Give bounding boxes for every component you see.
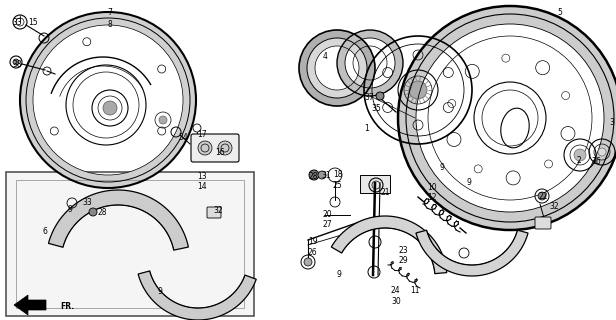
Circle shape — [218, 141, 232, 155]
Text: 38: 38 — [12, 60, 22, 69]
FancyBboxPatch shape — [535, 217, 551, 229]
Circle shape — [318, 171, 326, 179]
Text: 19: 19 — [308, 237, 318, 246]
Text: 9: 9 — [467, 178, 472, 187]
Text: 14: 14 — [197, 182, 206, 191]
Wedge shape — [398, 6, 616, 230]
Text: 9: 9 — [440, 163, 445, 172]
Circle shape — [89, 208, 97, 216]
Text: 28: 28 — [97, 208, 107, 217]
Text: 37: 37 — [364, 93, 374, 102]
Text: 33: 33 — [12, 18, 22, 27]
Text: 28: 28 — [309, 172, 318, 181]
Circle shape — [376, 92, 384, 100]
Text: 3: 3 — [609, 118, 614, 127]
Circle shape — [198, 141, 212, 155]
Text: 11: 11 — [410, 286, 419, 295]
Text: 6: 6 — [42, 227, 47, 236]
Text: 10: 10 — [427, 183, 437, 192]
Circle shape — [304, 258, 312, 266]
Text: 1: 1 — [364, 124, 369, 133]
Text: 24: 24 — [391, 286, 400, 295]
Text: 2: 2 — [577, 156, 582, 165]
Text: 9: 9 — [67, 205, 72, 214]
Circle shape — [103, 101, 117, 115]
Wedge shape — [337, 30, 403, 96]
Text: 32: 32 — [549, 202, 559, 211]
Wedge shape — [20, 12, 196, 188]
Text: 33: 33 — [82, 198, 92, 207]
Circle shape — [159, 116, 167, 124]
Text: 26: 26 — [308, 248, 318, 257]
Polygon shape — [138, 271, 256, 320]
Text: 9: 9 — [337, 270, 342, 279]
FancyBboxPatch shape — [207, 207, 221, 218]
Text: 27: 27 — [323, 220, 333, 229]
Text: FR.: FR. — [60, 302, 74, 311]
Bar — [360, 175, 390, 193]
Wedge shape — [307, 38, 367, 98]
Circle shape — [574, 149, 586, 161]
Text: 15: 15 — [28, 18, 38, 27]
Text: 8: 8 — [107, 20, 111, 29]
Text: 4: 4 — [323, 52, 328, 61]
Text: 18: 18 — [333, 170, 342, 179]
Text: 36: 36 — [591, 157, 601, 166]
Text: 34: 34 — [178, 133, 188, 142]
Text: 17: 17 — [197, 130, 206, 139]
Text: 13: 13 — [197, 172, 206, 181]
Circle shape — [598, 148, 606, 156]
Text: 31: 31 — [321, 171, 331, 180]
Text: 35: 35 — [371, 104, 381, 113]
Polygon shape — [49, 190, 188, 250]
Polygon shape — [416, 230, 528, 276]
Circle shape — [309, 170, 319, 180]
Text: 5: 5 — [557, 8, 562, 17]
Text: 7: 7 — [107, 8, 112, 17]
Text: 30: 30 — [391, 297, 401, 306]
FancyBboxPatch shape — [191, 134, 239, 162]
Text: 20: 20 — [323, 210, 333, 219]
Text: 25: 25 — [333, 181, 342, 190]
Circle shape — [13, 59, 19, 65]
Text: 32: 32 — [213, 206, 222, 215]
Text: 29: 29 — [399, 256, 408, 265]
Text: 22: 22 — [539, 192, 548, 201]
Wedge shape — [299, 30, 375, 106]
Polygon shape — [331, 216, 447, 274]
Text: 23: 23 — [399, 246, 408, 255]
Circle shape — [409, 81, 427, 99]
Text: 16: 16 — [215, 148, 225, 157]
Text: 9: 9 — [158, 287, 163, 296]
Text: 12: 12 — [427, 193, 437, 202]
Bar — [16, 180, 244, 308]
Bar — [6, 172, 254, 316]
Text: 21: 21 — [381, 188, 391, 197]
Circle shape — [538, 192, 546, 200]
Polygon shape — [14, 295, 46, 315]
